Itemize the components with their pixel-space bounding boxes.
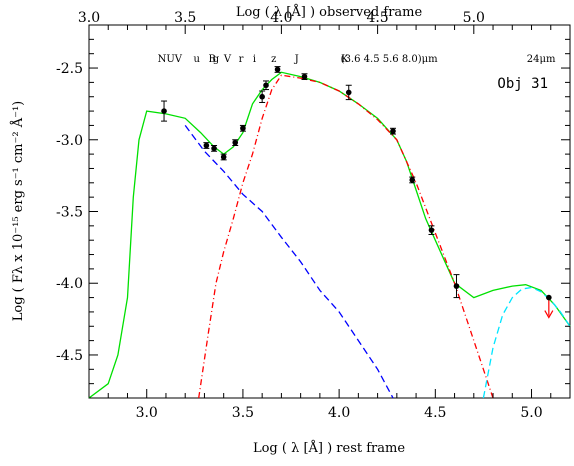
band-label: (3.6 4.5 5.6 8.0)μm	[341, 54, 438, 65]
x2-tick-label: 3.0	[78, 10, 100, 26]
y-tick-label: -3.0	[56, 133, 83, 149]
x2-tick-label: 3.5	[174, 10, 196, 26]
x-tick-label: 4.5	[424, 405, 446, 421]
x-tick-label: 3.5	[232, 405, 254, 421]
y-tick-label: -3.5	[56, 205, 83, 221]
data-point	[203, 142, 210, 149]
band-label: J	[294, 54, 299, 65]
band-label: r	[239, 54, 244, 65]
labels-layer: 3.0 3.5 4.0 4.5 5.0 3.0 3.5 4.0 4.5 5.0 -2.5 -3.0 -3…	[56, 10, 556, 421]
x-tick-label: 3.0	[136, 405, 158, 421]
data-point	[428, 227, 435, 233]
series-line-0	[88, 71, 571, 399]
y-tick-label: -4.0	[56, 276, 83, 292]
x-axis-label: Log ( λ [Å] ) rest frame	[253, 440, 405, 456]
series-layer	[88, 71, 571, 399]
x-tick-label: 4.0	[328, 405, 350, 421]
x-tick-label: 5.0	[520, 405, 542, 421]
data-point	[301, 73, 308, 80]
y-axis-label: Log ( Fλ x 10⁻¹⁵ erg s⁻¹ cm⁻² Å⁻¹)	[10, 101, 26, 322]
band-label: i	[253, 54, 256, 65]
data-point	[345, 89, 352, 96]
band-label: K	[341, 54, 349, 65]
band-label: 24μm	[527, 54, 556, 65]
upper-limit-arrowhead	[544, 310, 554, 319]
y-tick-label: -2.5	[56, 61, 83, 77]
data-point	[232, 139, 239, 146]
data-point	[240, 125, 246, 132]
x2-tick-label: 4.5	[366, 10, 388, 26]
band-label: B	[208, 54, 215, 65]
data-point	[274, 66, 281, 73]
x2-tick-label: 5.0	[463, 10, 485, 26]
band-label: u	[194, 54, 201, 65]
data-point	[220, 154, 227, 160]
ticks-layer	[88, 24, 571, 399]
data-point	[390, 128, 396, 134]
object-label: Obj 31	[497, 76, 548, 92]
x2-tick-label: 4.0	[270, 10, 292, 26]
band-label: NUV	[158, 54, 183, 65]
band-label: V	[223, 54, 232, 65]
data-point	[161, 108, 167, 114]
data-point	[259, 93, 265, 100]
data-point	[409, 177, 416, 183]
data-point	[263, 82, 269, 89]
x2-axis-label: Log ( λ [Å] ) observed frame	[236, 4, 423, 20]
band-label: z	[271, 54, 276, 65]
series-line-1	[184, 125, 394, 399]
points-layer	[161, 66, 554, 319]
upper-limit-point	[546, 294, 552, 301]
data-point	[453, 283, 460, 289]
data-point	[211, 145, 217, 152]
band-label: g	[213, 54, 220, 65]
series-line-2	[198, 74, 494, 399]
y-tick-label: -4.5	[56, 348, 83, 364]
series-line-3	[482, 286, 571, 399]
